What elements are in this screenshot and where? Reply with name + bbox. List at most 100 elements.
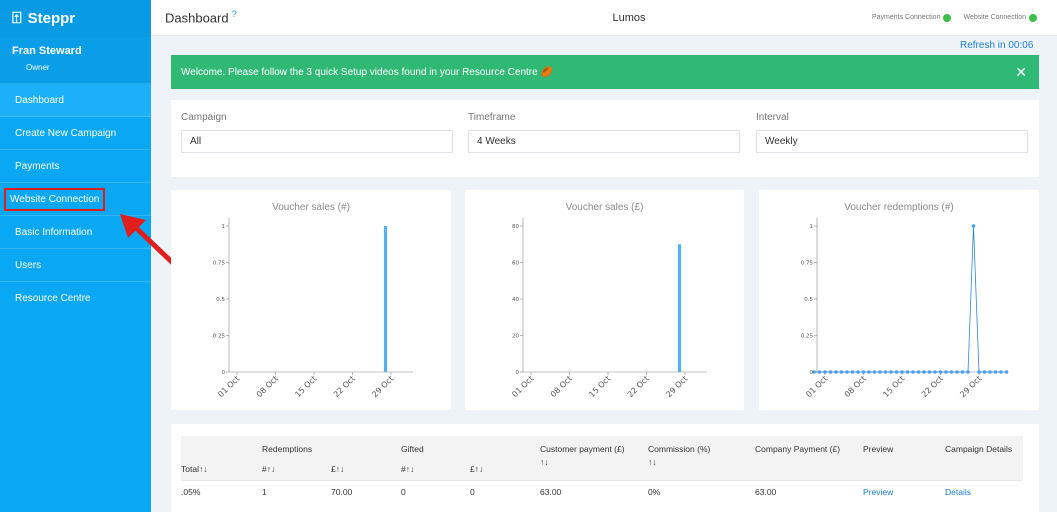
voucher-redemptions-card: Voucher redemptions (#) 0 0.25 0.5 0.75 1 01 … [759, 190, 1039, 410]
data-point [834, 370, 838, 374]
x-tick-label: 01 Oct [216, 374, 241, 399]
gifted-amount-header[interactable]: £↑↓ [470, 464, 484, 474]
timeframe-filter: Timeframe 4 Weeks [468, 112, 740, 153]
data-point [839, 370, 844, 374]
interval-select[interactable]: Weekly [756, 130, 1028, 153]
payments-connection-status-dot-icon [943, 13, 952, 22]
redemptions-group-header: Redemptions [262, 444, 313, 454]
data-point [878, 370, 882, 374]
data-point [894, 370, 899, 374]
row-redemptions-amount: 70.00 [331, 487, 353, 497]
gifted-count-header[interactable]: #↑↓ [401, 464, 415, 474]
customer-payment-sort-icon[interactable]: ↑↓ [540, 457, 549, 467]
y-tick-label: 60 [512, 261, 519, 267]
data-point [971, 224, 976, 228]
x-tick-label: 29 Oct [664, 374, 689, 399]
y-tick-label: 1 [810, 224, 814, 230]
welcome-banner: Welcome. Please follow the 3 quick Setup… [171, 55, 1039, 89]
data-point [966, 370, 970, 374]
welcome-banner-text: Welcome. Please follow the 3 quick Setup… [181, 66, 553, 78]
x-tick-label: 15 Oct [587, 374, 612, 399]
table-divider [181, 480, 1023, 481]
timeframe-select[interactable]: 4 Weeks [468, 130, 740, 153]
sidebar: ⍐ Steppr Fran Steward Owner Dashboard Cr… [0, 0, 151, 512]
details-link[interactable]: Details [945, 487, 971, 497]
user-info: Fran Steward Owner [0, 37, 151, 84]
sidebar-item-label: Basic Information [15, 226, 93, 238]
data-point [938, 370, 943, 374]
x-tick-label: 22 Oct [626, 374, 651, 399]
row-total: .05% [181, 487, 201, 497]
data-point [889, 370, 893, 374]
interval-filter-label: Interval [756, 112, 789, 123]
data-point [982, 370, 987, 374]
y-tick-label: 0.25 [801, 334, 814, 340]
data-point [828, 370, 833, 374]
sidebar-item-dashboard[interactable]: Dashboard [0, 84, 151, 117]
bar [677, 244, 682, 372]
voucher-redemptions-chart: 0 0.25 0.5 0.75 1 01 Oct 08 Oct 15 Oct 22 Oct 29 … [801, 218, 1009, 399]
series-line [814, 225, 1007, 373]
sidebar-item-basic-information[interactable]: Basic Information [0, 216, 151, 249]
user-role: Owner [26, 63, 50, 72]
redemptions-count-header[interactable]: #↑↓ [262, 464, 276, 474]
website-connection-status-dot-icon [1029, 13, 1037, 22]
row-redemptions-count: 1 [262, 487, 267, 497]
data-point [812, 370, 816, 374]
row-company-payment: 63.00 [755, 487, 777, 497]
campaign-select[interactable]: All [181, 130, 453, 153]
refresh-countdown: Refresh in 00:06 [960, 40, 1034, 51]
x-tick-label: 08 Oct [843, 374, 868, 399]
commission-sort-icon[interactable]: ↑↓ [648, 457, 657, 467]
header: Dashboard? Lumos Payments Connection Web… [151, 0, 1057, 36]
help-icon[interactable]: ? [231, 9, 237, 20]
sidebar-item-users[interactable]: Users [0, 249, 151, 282]
chart-title: Voucher redemptions (#) [844, 202, 954, 213]
user-name: Fran Steward [12, 45, 82, 57]
redemptions-amount-header[interactable]: £↑↓ [331, 464, 345, 474]
campaign-filter: Campaign All [181, 112, 453, 153]
brand[interactable]: ⍐ Steppr [0, 0, 151, 37]
sidebar-item-website-connection[interactable]: Website Connection [0, 183, 151, 216]
y-tick-label: 0.5 [804, 297, 813, 303]
data-point [1004, 370, 1009, 374]
gifted-group-header: Gifted [401, 444, 424, 454]
close-icon[interactable]: ✕ [1015, 64, 1027, 80]
data-point [955, 370, 959, 374]
sidebar-item-label: Create New Campaign [15, 127, 117, 139]
data-point [883, 370, 888, 374]
gift-icon: ⍐ [12, 9, 22, 27]
campaign-details-header: Campaign Details [945, 444, 1013, 454]
sidebar-item-payments[interactable]: Payments [0, 150, 151, 183]
y-tick-label: 0.75 [213, 261, 226, 267]
total-column-header[interactable]: Total↑↓ [181, 464, 208, 474]
voucher-sales-count-chart: 0 0.25 0.5 0.75 1 01 Oct 08 Oct 15 Oct 22 Oct 29 … [213, 218, 413, 399]
data-point [933, 370, 937, 374]
sidebar-item-create-new-campaign[interactable]: Create New Campaign [0, 117, 151, 150]
brand-name: Steppr [27, 10, 76, 27]
x-tick-label: 29 Oct [370, 374, 395, 399]
row-gifted-count: 0 [401, 487, 406, 497]
y-tick-label: 0 [222, 370, 226, 376]
page-title: Dashboard? [151, 9, 481, 25]
sidebar-item-resource-centre[interactable]: Resource Centre [0, 282, 151, 315]
preview-link[interactable]: Preview [863, 487, 894, 497]
data-point [867, 370, 871, 374]
x-tick-label: 22 Oct [920, 374, 945, 399]
table-header [181, 436, 1023, 481]
data-point [823, 370, 827, 374]
x-tick-label: 15 Oct [881, 374, 906, 399]
data-point [905, 370, 910, 374]
y-tick-label: 0 [810, 370, 814, 376]
customer-payment-header[interactable]: Customer payment (£) [540, 444, 625, 454]
row-commission: 0% [648, 487, 661, 497]
data-point [911, 370, 915, 374]
data-point [993, 370, 998, 374]
x-tick-label: 01 Oct [804, 374, 829, 399]
y-tick-label: 1 [222, 224, 226, 230]
timeframe-filter-label: Timeframe [468, 112, 516, 123]
commission-header[interactable]: Commission (%) [648, 444, 711, 454]
data-point [845, 370, 849, 374]
data-point [927, 370, 932, 374]
connection-status: Payments Connection Website Connection [872, 13, 1057, 22]
